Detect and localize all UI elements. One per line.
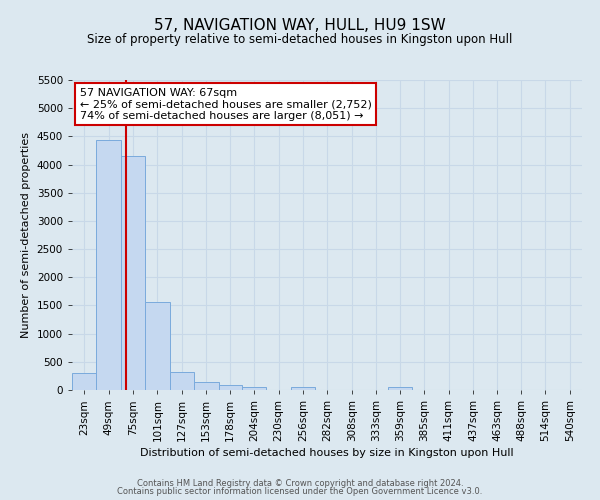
Text: 57 NAVIGATION WAY: 67sqm
← 25% of semi-detached houses are smaller (2,752)
74% o: 57 NAVIGATION WAY: 67sqm ← 25% of semi-d… — [80, 88, 371, 121]
Bar — [194, 382, 218, 390]
Bar — [97, 140, 121, 390]
Text: Contains HM Land Registry data © Crown copyright and database right 2024.: Contains HM Land Registry data © Crown c… — [137, 478, 463, 488]
Bar — [170, 372, 194, 390]
Bar — [291, 387, 315, 390]
Text: Contains public sector information licensed under the Open Government Licence v3: Contains public sector information licen… — [118, 487, 482, 496]
X-axis label: Distribution of semi-detached houses by size in Kingston upon Hull: Distribution of semi-detached houses by … — [140, 448, 514, 458]
Bar — [242, 387, 266, 390]
Bar — [145, 302, 170, 390]
Bar — [218, 386, 242, 390]
Y-axis label: Number of semi-detached properties: Number of semi-detached properties — [21, 132, 31, 338]
Bar — [388, 387, 412, 390]
Bar — [72, 374, 97, 390]
Text: Size of property relative to semi-detached houses in Kingston upon Hull: Size of property relative to semi-detach… — [88, 32, 512, 46]
Text: 57, NAVIGATION WAY, HULL, HU9 1SW: 57, NAVIGATION WAY, HULL, HU9 1SW — [154, 18, 446, 32]
Bar — [121, 156, 145, 390]
